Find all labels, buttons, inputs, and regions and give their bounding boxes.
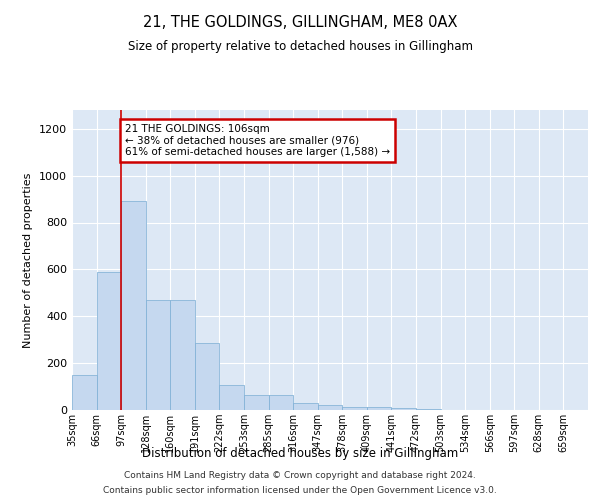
Text: Distribution of detached houses by size in Gillingham: Distribution of detached houses by size …: [142, 448, 458, 460]
Bar: [121, 202, 146, 410]
Bar: [367, 406, 391, 410]
Y-axis label: Number of detached properties: Number of detached properties: [23, 172, 34, 348]
Text: Size of property relative to detached houses in Gillingham: Size of property relative to detached ho…: [128, 40, 473, 53]
Bar: [269, 396, 293, 410]
Bar: [146, 300, 170, 410]
Text: Contains HM Land Registry data © Crown copyright and database right 2024.: Contains HM Land Registry data © Crown c…: [124, 471, 476, 480]
Bar: [170, 300, 195, 410]
Text: 21, THE GOLDINGS, GILLINGHAM, ME8 0AX: 21, THE GOLDINGS, GILLINGHAM, ME8 0AX: [143, 15, 457, 30]
Bar: [293, 403, 318, 410]
Text: Contains public sector information licensed under the Open Government Licence v3: Contains public sector information licen…: [103, 486, 497, 495]
Bar: [72, 375, 97, 410]
Text: 21 THE GOLDINGS: 106sqm
← 38% of detached houses are smaller (976)
61% of semi-d: 21 THE GOLDINGS: 106sqm ← 38% of detache…: [125, 124, 390, 158]
Bar: [195, 343, 220, 410]
Bar: [220, 386, 244, 410]
Bar: [318, 405, 342, 410]
Bar: [416, 409, 440, 410]
Bar: [244, 396, 269, 410]
Bar: [97, 272, 121, 410]
Bar: [391, 408, 416, 410]
Bar: [342, 406, 367, 410]
